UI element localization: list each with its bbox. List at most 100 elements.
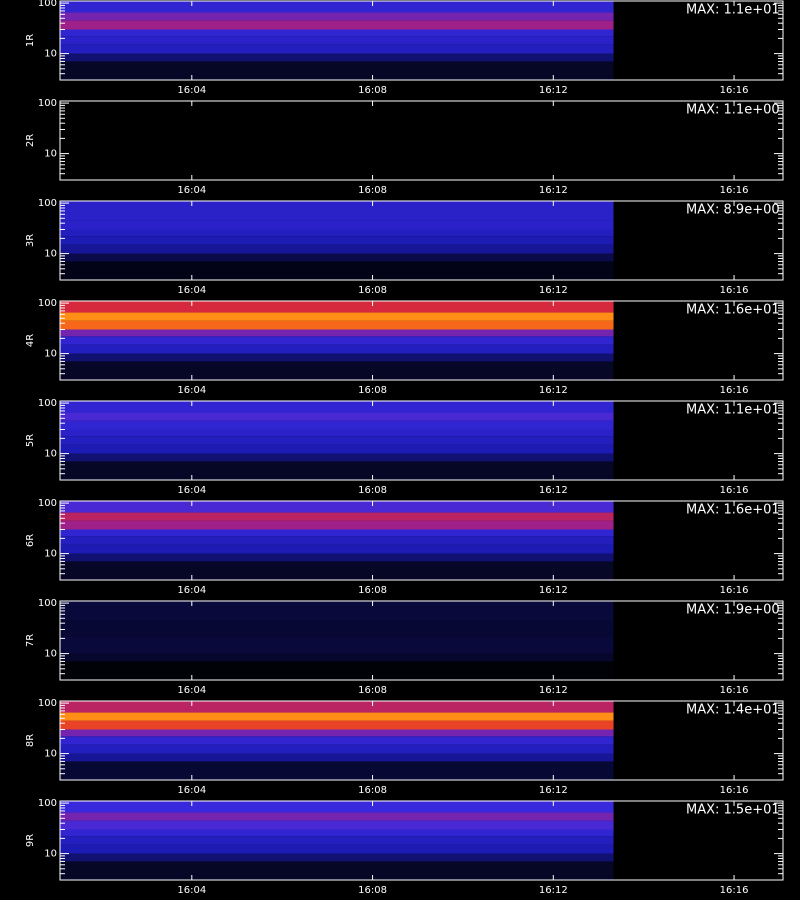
plot-frame: [59, 500, 784, 581]
heatmap-cell: [60, 212, 614, 221]
x-tick-label: 16:08: [358, 285, 387, 296]
max-annotation: MAX: 1.1e+01: [686, 403, 780, 418]
heatmap-cell: [60, 229, 614, 237]
heatmap-cell: [60, 329, 614, 337]
plot-frame: [59, 0, 784, 81]
x-tick-label: 16:12: [539, 185, 568, 196]
heatmap-cell: [60, 844, 614, 854]
heatmap-cell: [60, 829, 614, 837]
x-tick-label: 16:12: [539, 85, 568, 96]
heatmap-cell: [60, 720, 614, 730]
heatmap-cell: [60, 236, 614, 245]
heatmap-cell: [60, 620, 614, 630]
plot-frame: [59, 400, 784, 481]
heatmap-cell: [60, 153, 614, 162]
x-tick-label: 16:08: [358, 785, 387, 796]
heatmap-cell: [60, 729, 614, 737]
heatmap-cell: [60, 101, 614, 113]
heatmap-cell: [60, 320, 614, 330]
max-annotation: MAX: 1.1e+01: [686, 3, 780, 18]
plot-frame: [59, 100, 784, 181]
y-tick-label: 100: [38, 498, 57, 509]
heatmap-cell: [60, 429, 614, 437]
y-tick-label: 10: [44, 849, 57, 860]
heatmap-cell: [60, 553, 614, 562]
max-annotation: MAX: 1.6e+01: [686, 503, 780, 518]
y-tick-label: 10: [44, 449, 57, 460]
x-tick-label: 16:12: [539, 785, 568, 796]
y-tick-label: 100: [38, 198, 57, 209]
heatmap-cell: [60, 444, 614, 454]
y-axis-label: 9R: [25, 834, 36, 847]
x-tick-label: 16:04: [177, 585, 206, 596]
x-tick-label: 16:12: [539, 685, 568, 696]
heatmap-cell: [60, 736, 614, 745]
heatmap-cell: [60, 436, 614, 445]
x-tick-label: 16:16: [720, 685, 749, 696]
x-tick-label: 16:08: [358, 485, 387, 496]
x-tick-label: 16:08: [358, 85, 387, 96]
x-tick-label: 16:04: [177, 885, 206, 896]
heatmap-cell: [60, 312, 614, 321]
plot-frame: [59, 800, 784, 881]
y-tick-label: 100: [38, 98, 57, 109]
y-tick-label: 100: [38, 0, 57, 9]
heatmap-cell: [60, 536, 614, 545]
heatmap-cell: [60, 612, 614, 621]
heatmap-cell: [60, 401, 614, 413]
heatmap-cell: [60, 12, 614, 21]
x-tick-label: 16:08: [358, 185, 387, 196]
heatmap-cell: [60, 361, 614, 380]
max-annotation: MAX: 1.1e+00: [686, 103, 780, 118]
heatmap-cell: [60, 801, 614, 813]
heatmap-cell: [60, 53, 614, 62]
heatmap-cell: [60, 744, 614, 754]
max-annotation: MAX: 8.9e+00: [686, 203, 780, 218]
y-tick-label: 100: [38, 698, 57, 709]
x-tick-label: 16:16: [720, 785, 749, 796]
y-tick-label: 10: [44, 549, 57, 560]
x-tick-label: 16:16: [720, 885, 749, 896]
y-tick-label: 10: [44, 49, 57, 60]
heatmap-cell: [60, 20, 614, 30]
y-axis-label: 6R: [25, 534, 36, 547]
max-annotation: MAX: 1.4e+01: [686, 703, 780, 718]
heatmap-cell: [60, 61, 614, 80]
heatmap-cell: [60, 144, 614, 154]
heatmap-cell: [60, 112, 614, 121]
heatmap-cell: [60, 544, 614, 554]
x-tick-label: 16:12: [539, 285, 568, 296]
heatmap-cell: [60, 861, 614, 880]
heatmap-cell: [60, 44, 614, 54]
y-axis-label: 8R: [25, 734, 36, 747]
y-tick-label: 10: [44, 649, 57, 660]
heatmap-cell: [60, 501, 614, 513]
y-tick-label: 100: [38, 398, 57, 409]
heatmap-cell: [60, 644, 614, 654]
y-axis-label: 7R: [25, 634, 36, 647]
heatmap-cell: [60, 136, 614, 145]
y-tick-label: 10: [44, 149, 57, 160]
x-tick-label: 16:08: [358, 385, 387, 396]
y-tick-label: 10: [44, 349, 57, 360]
x-tick-label: 16:12: [539, 485, 568, 496]
heatmap-cell: [60, 353, 614, 362]
heatmap-cell: [60, 761, 614, 780]
heatmap-cell: [60, 520, 614, 530]
y-axis-label: 1R: [25, 34, 36, 47]
heatmap-cell: [60, 636, 614, 645]
x-tick-label: 16:08: [358, 685, 387, 696]
x-tick-label: 16:12: [539, 385, 568, 396]
heatmap-cell: [60, 461, 614, 480]
y-tick-label: 10: [44, 749, 57, 760]
heatmap-cell: [60, 261, 614, 280]
plot-frame: [59, 700, 784, 781]
plot-frame: [59, 300, 784, 381]
heatmap-cell: [60, 344, 614, 354]
heatmap-cell: [60, 301, 614, 313]
x-tick-label: 16:08: [358, 585, 387, 596]
x-tick-label: 16:04: [177, 785, 206, 796]
heatmap-cell: [60, 836, 614, 845]
